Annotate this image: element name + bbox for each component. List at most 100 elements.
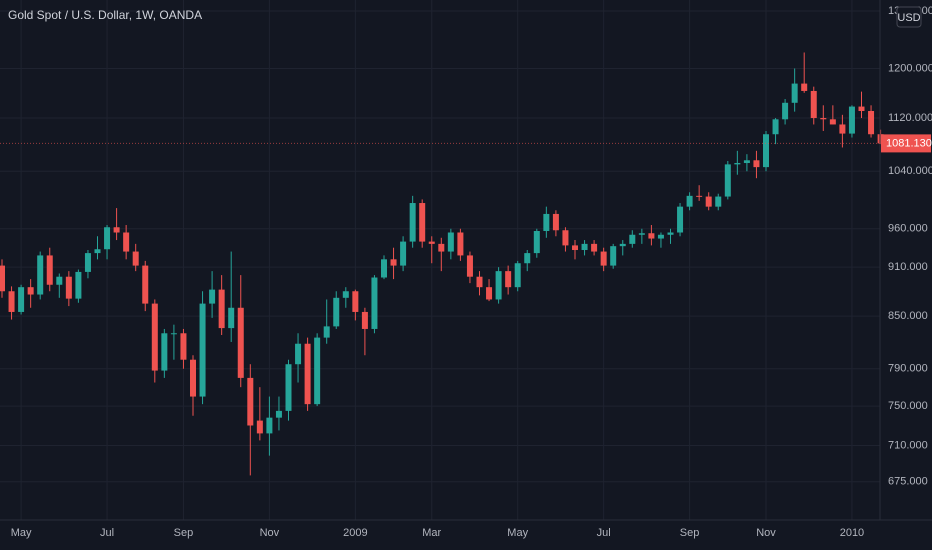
candle-body [667, 232, 674, 235]
candle-body [180, 333, 187, 360]
candle-body [715, 196, 722, 207]
candle-body [342, 291, 349, 298]
candle-body [753, 160, 760, 168]
candle-body [820, 118, 827, 120]
candle-body [466, 255, 473, 277]
candle-body [409, 203, 416, 242]
y-tick-label: 850.000 [888, 310, 928, 322]
currency-label[interactable]: USD [897, 12, 920, 24]
candle-body [18, 287, 25, 312]
candle-body [247, 377, 254, 426]
candle-body [419, 203, 426, 242]
candle-body [361, 311, 368, 329]
candle-body [552, 213, 559, 231]
candle-body [190, 359, 196, 397]
candle-body [572, 245, 578, 251]
candle-body [514, 263, 521, 288]
candle-body [629, 234, 636, 244]
y-tick-label: 1040.000 [888, 165, 932, 177]
y-tick-label: 710.000 [888, 439, 928, 451]
x-tick-label: Nov [756, 527, 776, 539]
x-tick-label: Sep [174, 527, 194, 539]
candle-body [457, 232, 464, 256]
candle-body [123, 232, 130, 252]
candle-body [228, 307, 235, 329]
candle-body [142, 265, 149, 304]
candle-body [199, 303, 206, 397]
candle-body [638, 233, 645, 235]
y-tick-label: 960.000 [888, 223, 928, 235]
last-price-box [881, 134, 931, 153]
y-tick-label: 750.000 [888, 400, 928, 412]
candle-body [858, 106, 865, 112]
x-tick-label: May [507, 527, 528, 539]
candle-body [27, 287, 34, 295]
candle-body [705, 196, 712, 207]
candle-body [839, 124, 846, 134]
candle-body [295, 343, 302, 365]
candle-body [65, 276, 72, 299]
candle-body [533, 230, 540, 254]
candle-body [505, 271, 512, 288]
candle-body [314, 337, 321, 405]
candle-body [877, 134, 884, 144]
candle-body [400, 241, 407, 266]
x-tick-label: Nov [260, 527, 280, 539]
chart-title: Gold Spot / U.S. Dollar, 1W, OANDA [8, 8, 202, 22]
candle-body [428, 241, 435, 244]
candle-body [476, 276, 483, 288]
x-tick-label: 2009 [343, 527, 367, 539]
candle-body [75, 271, 82, 299]
candle-body [84, 253, 91, 272]
candle-body [37, 255, 44, 295]
candle-body [237, 307, 244, 378]
candle-body [734, 163, 741, 165]
candle-body [772, 119, 779, 135]
candle-body [562, 230, 569, 246]
y-tick-label: 675.000 [888, 476, 928, 488]
candles [0, 52, 884, 476]
candle-body [829, 119, 836, 125]
candle-body [256, 420, 263, 434]
candle-body [170, 333, 177, 335]
candle-body [447, 232, 454, 252]
candle-body [495, 271, 502, 300]
candle-body [46, 255, 53, 285]
candle-body [333, 297, 340, 327]
axes: 675.000 710.000 750.000 790.000 850.000 910.0… [0, 5, 932, 539]
x-tick-label: Sep [680, 527, 700, 539]
candle-body [677, 206, 684, 233]
candle-body [686, 195, 693, 207]
candle-body [381, 259, 387, 278]
y-tick-label: 910.000 [888, 261, 928, 273]
candle-body [648, 233, 655, 239]
candle-body [610, 246, 617, 266]
candle-body [600, 251, 607, 266]
candle-body [266, 417, 273, 434]
candle-body [218, 289, 225, 329]
y-tick-label: 790.000 [888, 363, 928, 375]
candle-body [94, 249, 101, 254]
candle-body [619, 243, 626, 247]
candle-body [810, 90, 817, 119]
candle-body [56, 276, 63, 285]
candle-body [151, 303, 158, 371]
candle-body [848, 106, 855, 134]
candle-body [132, 251, 139, 266]
candle-body [696, 195, 703, 197]
candle-body [801, 83, 808, 91]
candle-body [868, 111, 875, 135]
x-tick-label: Jul [100, 527, 114, 539]
candle-body [352, 291, 359, 312]
candle-body [657, 234, 664, 239]
candle-body [524, 253, 531, 264]
candle-body [304, 343, 311, 405]
candle-body [791, 83, 798, 103]
candle-body [323, 326, 330, 338]
candle-body [275, 410, 282, 418]
candle-body [782, 102, 789, 120]
currency-box[interactable] [896, 6, 922, 28]
candle-body [438, 243, 445, 252]
